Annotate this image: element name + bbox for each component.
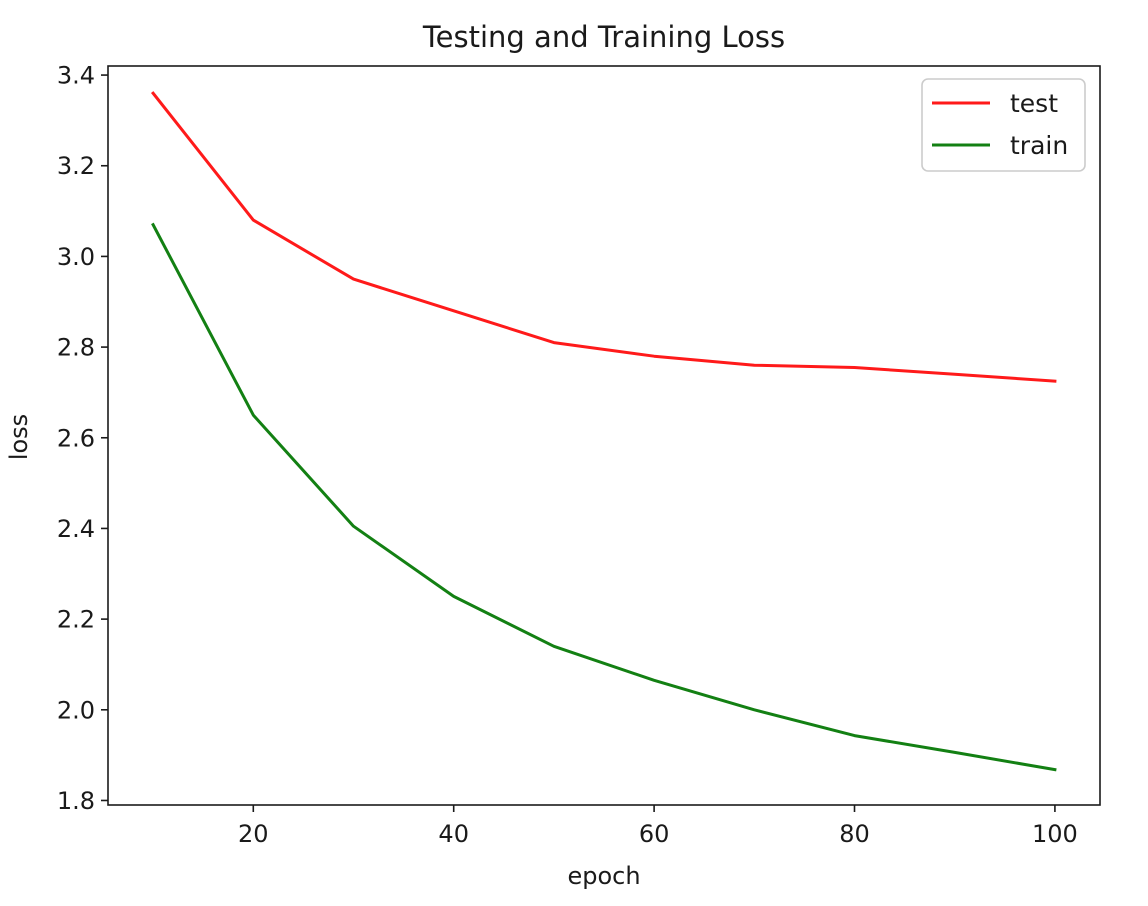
y-axis-label: loss bbox=[5, 414, 33, 460]
x-tick-label: 20 bbox=[238, 820, 269, 848]
y-tick-label: 2.4 bbox=[57, 515, 95, 543]
y-tick-label: 1.8 bbox=[57, 787, 95, 815]
legend-label-test: test bbox=[1010, 89, 1058, 118]
legend-label-train: train bbox=[1010, 131, 1068, 160]
plot-frame bbox=[107, 65, 1101, 806]
plot-lines bbox=[150, 91, 1057, 772]
x-axis-ticks: 20 40 60 80 100 bbox=[238, 805, 1078, 848]
chart-title: Testing and Training Loss bbox=[422, 20, 785, 54]
y-tick-label: 2.0 bbox=[57, 696, 95, 724]
x-axis-label: epoch bbox=[567, 862, 640, 890]
y-tick-label: 2.6 bbox=[57, 424, 95, 452]
x-tick-label: 60 bbox=[639, 820, 670, 848]
y-tick-label: 2.8 bbox=[57, 334, 95, 362]
y-tick-label: 3.4 bbox=[57, 62, 95, 90]
y-tick-label: 2.2 bbox=[57, 606, 95, 634]
legend: test train bbox=[921, 78, 1086, 172]
series-line-test bbox=[150, 91, 1057, 383]
y-tick-label: 3.2 bbox=[57, 152, 95, 180]
y-axis-ticks: 1.8 2.0 2.2 2.4 2.6 2.8 3.0 3.2 3.4 bbox=[57, 62, 108, 815]
series-line-train bbox=[151, 222, 1057, 772]
y-tick-label: 3.0 bbox=[57, 243, 95, 271]
x-tick-label: 100 bbox=[1032, 820, 1078, 848]
x-tick-label: 40 bbox=[438, 820, 469, 848]
x-tick-label: 80 bbox=[839, 820, 870, 848]
